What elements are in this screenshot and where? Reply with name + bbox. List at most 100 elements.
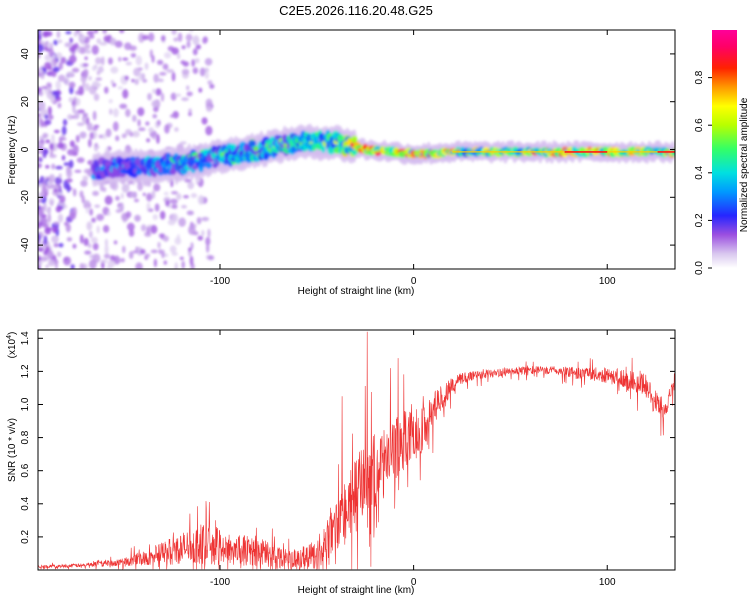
- spectrogram-noise-blob: [84, 83, 90, 91]
- spectrogram-noise-blob: [144, 253, 151, 258]
- spectrogram-noise-blob: [124, 75, 129, 81]
- spectrogram-noise-blob: [98, 134, 104, 139]
- spectrogram-noise-blob: [146, 226, 151, 235]
- spectrogram-heatmap: [38, 30, 675, 269]
- spectrogram-noise-blob: [99, 41, 108, 46]
- spectrogram-noise-blob: [64, 77, 70, 86]
- spectrogram-noise-blob: [110, 66, 119, 74]
- spectrogram-noise-blob: [192, 231, 199, 236]
- spectrogram-ytick-label: 20: [20, 96, 31, 108]
- colorbar-tick-label: 0.4: [694, 165, 705, 179]
- spectrogram-noise-blob: [162, 235, 169, 242]
- spectrogram-noise-blob: [63, 162, 70, 166]
- spectrogram-noise-blob: [121, 183, 130, 193]
- spectrogram-noise-blob: [58, 242, 64, 248]
- spectrogram-noise-blob: [92, 127, 98, 131]
- spectrogram-noise-blob: [73, 96, 77, 106]
- snr-ytick-label: 1.4: [20, 331, 31, 345]
- spectrogram-noise-blob: [61, 155, 66, 161]
- spectrogram-noise-blob: [126, 222, 135, 231]
- spectrogram-noise-blob: [134, 214, 141, 222]
- spectrogram-noise-blob: [44, 119, 52, 126]
- spectrogram-noise-blob: [110, 79, 115, 85]
- spectrogram-noise-blob: [133, 198, 140, 203]
- spectrogram-noise-blob: [118, 56, 122, 62]
- spectrogram-noise-blob: [157, 78, 164, 83]
- spectrogram-noise-blob: [114, 40, 123, 48]
- colorbar-axis: 0.0 0.2 0.4 0.6 0.8: [694, 70, 712, 275]
- spectrogram-noise-blob: [45, 207, 51, 214]
- spectrogram-noise-blob: [145, 121, 150, 126]
- spectrogram-noise-blob: [157, 241, 161, 249]
- spectrogram-noise-blob: [204, 57, 213, 66]
- spectrogram-noise-blob: [160, 92, 165, 102]
- snr-background: [38, 330, 675, 570]
- spectrogram-noise-blob: [109, 108, 113, 115]
- spectrogram-noise-blob: [120, 202, 124, 212]
- spectrogram-noise-blob: [125, 108, 131, 118]
- snr-multiplier-label: (x104): [6, 332, 18, 359]
- spectrogram-noise-blob: [66, 71, 74, 77]
- spectrogram-noise-blob: [76, 122, 85, 126]
- spectrogram-noise-blob: [58, 202, 66, 206]
- spectrogram-noise-blob: [207, 228, 211, 238]
- spectrogram-noise-blob: [82, 63, 89, 67]
- spectrogram-noise-blob: [205, 98, 213, 107]
- snr-panel: 0.2 0.4 0.6 0.8 1.0 1.2 1.4 -100 0 100 SNR (10 *…: [6, 329, 676, 596]
- snr-x-axis: -100 0 100: [210, 330, 616, 588]
- spectrogram-y-axis-title: Frequency (Hz): [7, 116, 18, 185]
- spectrogram-noise-blob: [186, 210, 194, 216]
- spectrogram-noise-blob: [84, 56, 88, 61]
- spectrogram-noise-blob: [195, 44, 202, 50]
- snr-xtick-label: -100: [210, 577, 230, 588]
- spectrogram-noise-blob: [134, 78, 139, 85]
- spectrogram-noise-blob: [40, 217, 48, 226]
- spectrogram-noise-blob: [181, 204, 187, 209]
- spectrogram-noise-blob: [206, 242, 210, 253]
- spectrogram-x-axis: -100 0 100: [210, 30, 616, 287]
- spectrogram-noise-blob: [55, 205, 62, 213]
- spectrogram-noise-blob: [70, 264, 75, 269]
- colorbar-tick-label: 0.8: [694, 70, 705, 84]
- spectrogram-noise-blob: [201, 229, 205, 237]
- spectrogram-noise-blob: [86, 122, 93, 131]
- spectrogram-noise-blob: [72, 243, 77, 249]
- spectrogram-noise-blob: [61, 125, 67, 136]
- spectrogram-noise-blob: [115, 195, 120, 201]
- spectrogram-noise-blob: [67, 149, 75, 156]
- spectrogram-noise-blob: [104, 244, 109, 255]
- spectrogram-noise-blob: [55, 165, 63, 170]
- spectrogram-noise-blob: [41, 223, 49, 228]
- spectrogram-noise-blob: [56, 251, 62, 258]
- spectrogram-noise-blob: [120, 192, 124, 199]
- spectrogram-noise-blob: [138, 32, 145, 43]
- spectrogram-noise-blob: [50, 199, 54, 207]
- spectrogram-noise-blob: [155, 88, 162, 96]
- spectrogram-noise-blob: [133, 67, 141, 77]
- spectrogram-noise-blob: [156, 133, 160, 144]
- spectrogram-noise-blob: [53, 39, 58, 46]
- spectrogram-noise-blob: [89, 208, 94, 216]
- spectrogram-noise-blob: [128, 228, 135, 237]
- spectrogram-noise-blob: [188, 247, 192, 252]
- spectrogram-noise-blob: [125, 61, 132, 66]
- snr-xtick-label: 100: [599, 577, 616, 588]
- spectrogram-noise-blob: [54, 176, 63, 185]
- spectrogram-noise-blob: [38, 33, 42, 42]
- spectrogram-noise-blob: [153, 73, 160, 83]
- spectrogram-noise-blob: [48, 48, 54, 57]
- spectrogram-noise-blob: [199, 67, 206, 77]
- spectrogram-noise-blob: [53, 188, 58, 193]
- spectrogram-noise-blob: [66, 178, 73, 183]
- spectrogram-noise-blob: [59, 195, 66, 203]
- spectrogram-noise-blob: [131, 78, 135, 83]
- spectrogram-noise-blob: [162, 63, 169, 70]
- spectrogram-noise-blob: [85, 43, 89, 52]
- spectrogram-noise-blob: [107, 260, 116, 268]
- spectrogram-noise-blob: [57, 39, 63, 44]
- spectrogram-noise-blob: [93, 124, 100, 128]
- spectrogram-noise-blob: [57, 102, 62, 109]
- spectrogram-noise-blob: [39, 91, 44, 97]
- spectrogram-noise-blob: [171, 47, 180, 55]
